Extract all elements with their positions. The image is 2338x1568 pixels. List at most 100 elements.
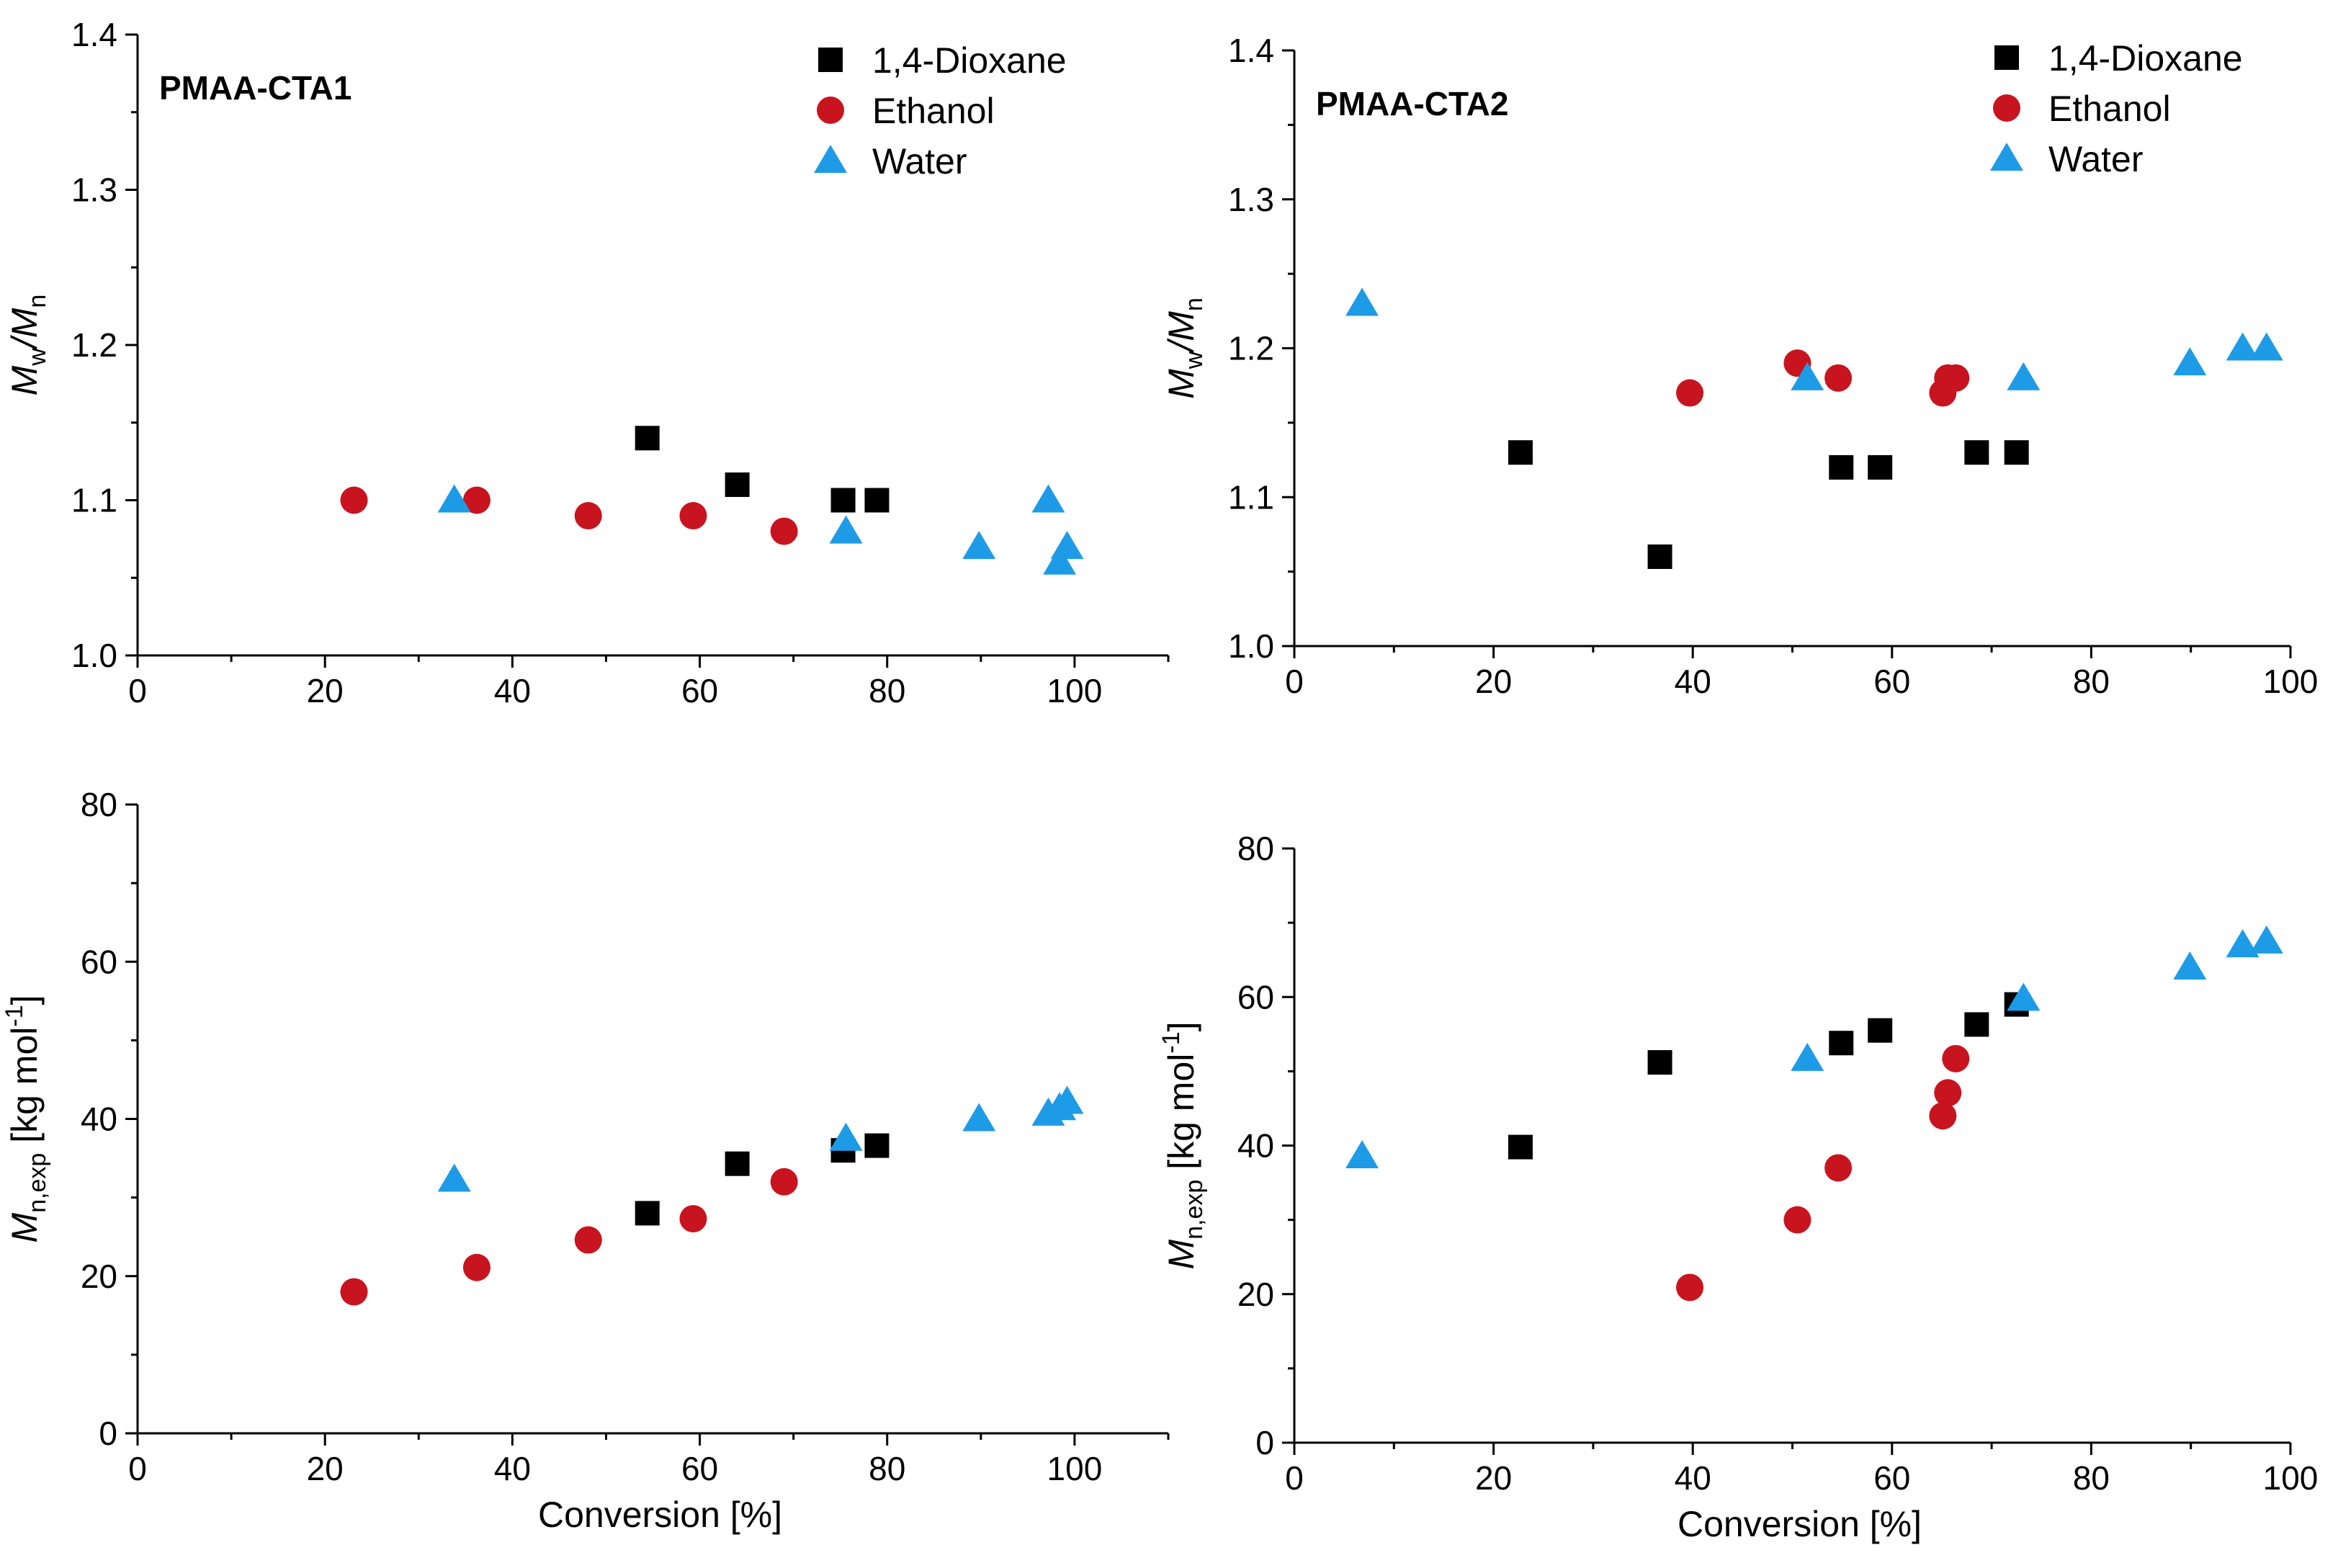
data-point <box>1829 1031 1854 1056</box>
legend-label: Ethanol <box>2048 89 2171 129</box>
x-tick-label: 100 <box>2263 663 2319 700</box>
data-point <box>1942 364 1970 392</box>
x-axis-title: Conversion [%] <box>538 1495 782 1535</box>
x-tick-label: 100 <box>2263 1459 2319 1497</box>
y-tick-label: 80 <box>1237 830 1274 867</box>
x-tick-label: 100 <box>1047 672 1103 709</box>
data-point <box>2173 951 2207 980</box>
legend-marker <box>814 145 847 173</box>
data-point <box>437 484 471 513</box>
panel-bottom-left: 0 20 40 60 80 100 0 20 40 60 80 Mn,exp [kg mol-1] Co… <box>1 786 1170 1535</box>
x-tick-label: 20 <box>1475 663 1512 700</box>
legend-marker <box>818 48 843 72</box>
data-point <box>1031 484 1065 513</box>
x-tick-label: 80 <box>869 1450 905 1487</box>
y-tick-label: 40 <box>1237 1127 1274 1165</box>
legend-label: 1,4-Dioxane <box>872 40 1067 81</box>
data-point <box>462 486 491 514</box>
data-point <box>574 502 602 530</box>
y-tick-label: 1.1 <box>1228 478 1274 516</box>
data-point <box>679 1205 707 1233</box>
data-point <box>864 488 890 513</box>
y-tick-label: 0 <box>99 1415 117 1452</box>
y-tick-label: 1.3 <box>1228 181 1274 218</box>
data-point <box>829 515 863 544</box>
x-tick-label: 80 <box>2073 1459 2110 1497</box>
x-tick-label: 60 <box>681 1450 718 1487</box>
y-tick-label: 1.2 <box>71 326 117 364</box>
panel-bottom-right: 0 20 40 60 80 100 0 20 40 60 80 Mn,exp [kg mol-1] Co… <box>1157 830 2318 1544</box>
data-point <box>437 1163 471 1192</box>
x-tick-label: 60 <box>1873 1459 1910 1497</box>
x-tick-label: 80 <box>869 672 905 709</box>
data-point <box>1929 1102 1957 1130</box>
legend-label: Water <box>2048 139 2144 179</box>
legend-label: 1,4-Dioxane <box>2048 38 2243 79</box>
y-tick-label: 1.4 <box>71 16 117 53</box>
panel-title: PMAA-CTA1 <box>159 69 351 107</box>
data-point <box>1964 1012 1989 1037</box>
x-tick-label: 0 <box>1285 663 1304 700</box>
data-point <box>1964 440 1989 465</box>
data-point <box>635 426 660 451</box>
data-point <box>1791 1042 1824 1071</box>
data-point <box>2226 929 2259 958</box>
legend-marker <box>1994 45 2019 70</box>
data-point <box>2004 440 2029 465</box>
series-ethanol <box>340 1168 798 1306</box>
data-point <box>679 502 707 530</box>
y-tick-label: 20 <box>81 1258 117 1295</box>
data-point <box>1824 364 1853 392</box>
data-point <box>574 1226 602 1254</box>
data-point <box>2249 925 2283 954</box>
series-water <box>437 484 1084 575</box>
series-water <box>437 1085 1084 1192</box>
x-tick-label: 80 <box>2073 663 2110 700</box>
data-point <box>830 488 856 513</box>
data-point <box>2173 347 2207 376</box>
y-tick-label: 1.3 <box>71 171 117 209</box>
series-ethanol <box>1676 1044 1970 1302</box>
data-point <box>725 472 750 497</box>
x-tick-label: 20 <box>307 1450 344 1487</box>
data-point <box>462 1253 491 1281</box>
data-point <box>1791 362 1824 390</box>
x-tick-label: 60 <box>681 672 718 709</box>
series-ethanol <box>1676 349 1970 407</box>
x-tick-label: 40 <box>1675 663 1711 700</box>
x-tick-label: 40 <box>494 672 531 709</box>
data-point <box>1508 1134 1533 1160</box>
x-tick-label: 0 <box>128 672 147 709</box>
data-point <box>1647 1050 1672 1075</box>
series-water <box>1345 925 2283 1168</box>
y-tick-label: 80 <box>81 786 117 823</box>
y-tick-label: 1.1 <box>71 482 117 519</box>
legend-marker <box>817 97 844 124</box>
data-point <box>1868 454 1893 480</box>
data-point <box>962 531 996 560</box>
data-point <box>2007 982 2041 1011</box>
data-point <box>1508 440 1533 465</box>
data-point <box>1934 1079 1962 1107</box>
data-point <box>340 1278 368 1306</box>
data-point <box>1868 1018 1893 1043</box>
x-tick-label: 0 <box>1285 1459 1304 1497</box>
data-point <box>1676 379 1704 407</box>
data-point <box>864 1133 890 1158</box>
data-point <box>1676 1273 1704 1302</box>
legend-label: Ethanol <box>872 91 995 131</box>
data-point <box>1829 454 1854 480</box>
y-tick-label: 1.4 <box>1228 32 1274 69</box>
series-1-4-dioxane <box>1508 440 2029 569</box>
panel-top-right: 0 20 40 60 80 100 1.0 1.1 1.2 1.3 1.4 Mw/Mn PMAA-CTA… <box>1161 32 2318 700</box>
data-point <box>1345 287 1379 316</box>
y-tick-label: 60 <box>81 943 117 980</box>
data-point <box>1345 1139 1379 1168</box>
y-axis-title: Mn,exp [kg mol-1] <box>1 995 51 1242</box>
data-point <box>2249 332 2283 361</box>
series-ethanol <box>340 486 798 545</box>
y-axis-title: Mw/Mn <box>4 295 51 396</box>
y-tick-label: 1.0 <box>1228 627 1274 665</box>
data-point <box>962 1103 996 1132</box>
